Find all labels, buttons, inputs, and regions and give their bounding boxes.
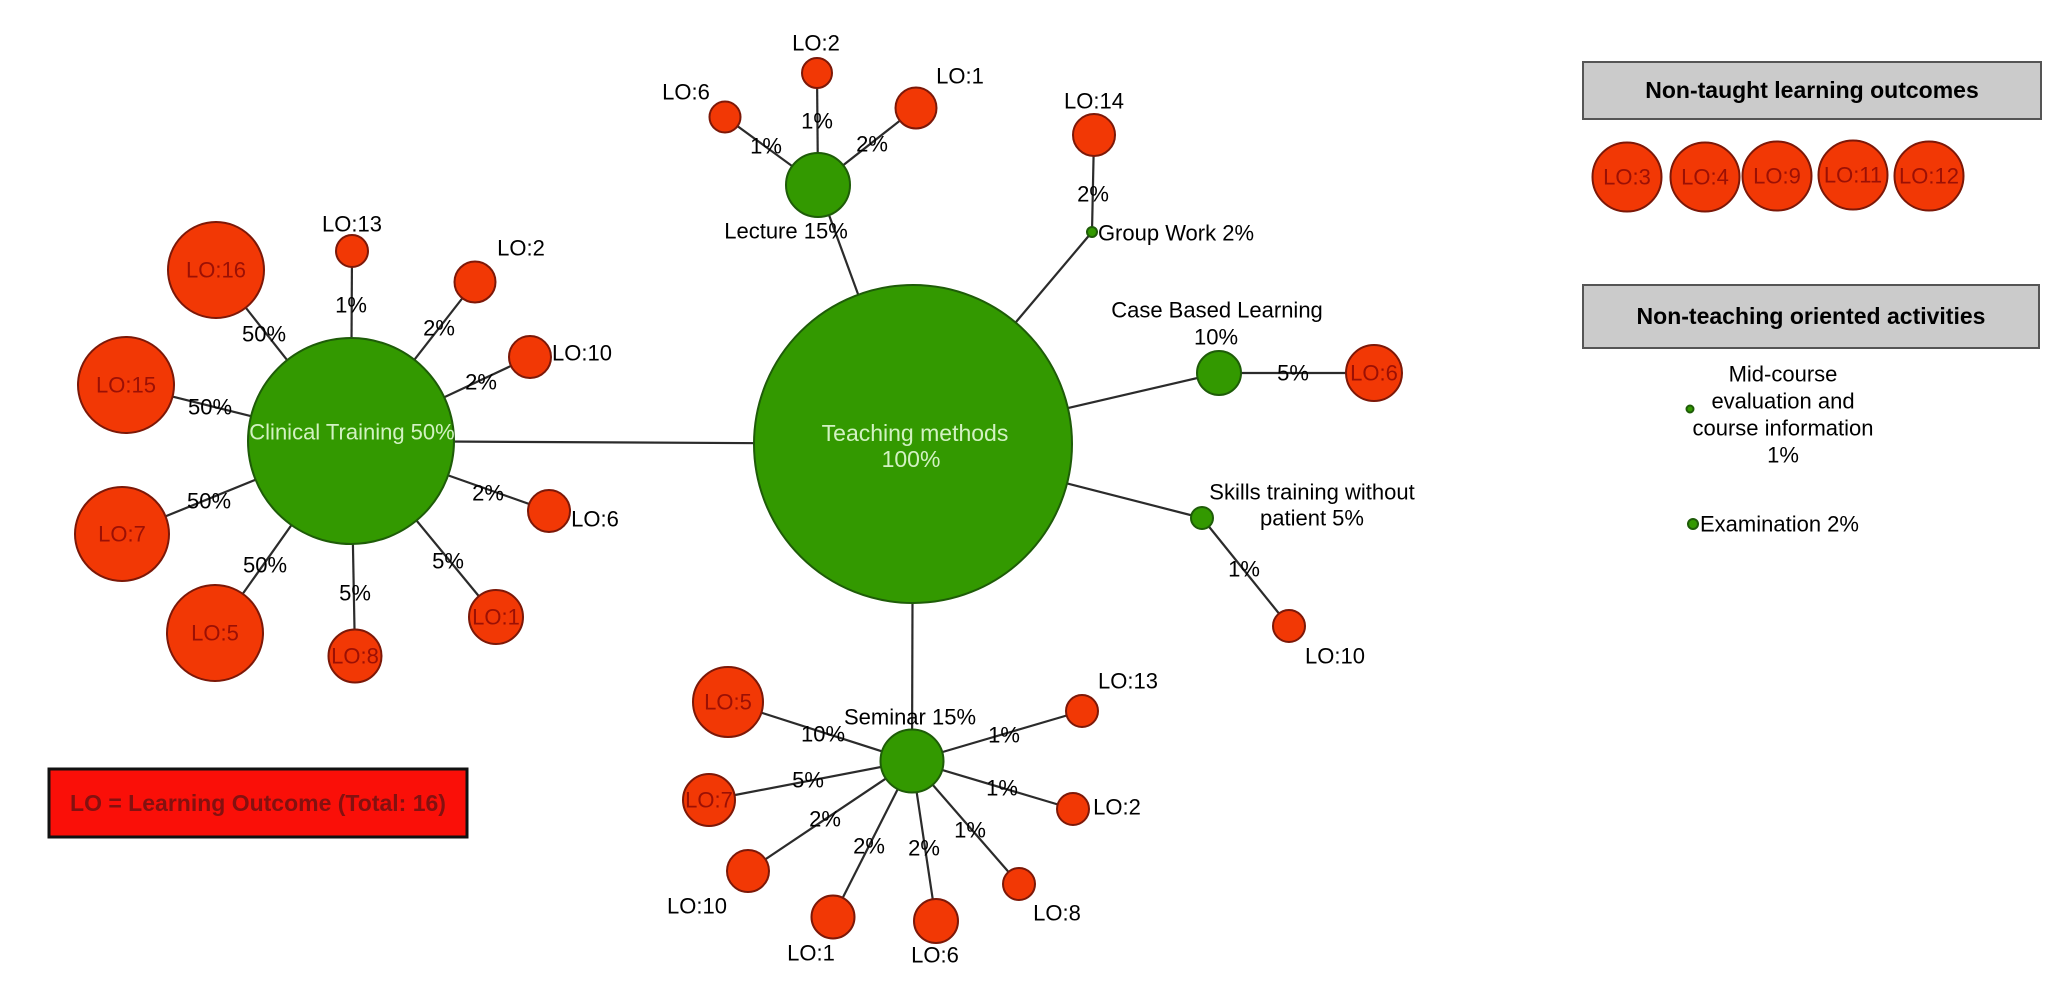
- svg-text:50%: 50%: [188, 395, 232, 420]
- svg-text:5%: 5%: [432, 549, 464, 574]
- svg-text:1%: 1%: [988, 723, 1020, 748]
- svg-text:LO:13: LO:13: [322, 212, 382, 237]
- svg-text:LO:10: LO:10: [667, 894, 727, 919]
- svg-text:Skills training without: Skills training without: [1209, 480, 1414, 505]
- svg-text:2%: 2%: [1077, 182, 1109, 207]
- svg-text:LO:6: LO:6: [571, 507, 619, 532]
- svg-text:LO:16: LO:16: [186, 258, 246, 283]
- svg-text:1%: 1%: [1228, 557, 1260, 582]
- svg-text:50%: 50%: [242, 322, 286, 347]
- svg-text:LO:8: LO:8: [331, 644, 379, 669]
- svg-text:LO:3: LO:3: [1603, 165, 1651, 190]
- svg-text:2%: 2%: [908, 836, 940, 861]
- svg-text:LO:10: LO:10: [1305, 644, 1365, 669]
- svg-text:1%: 1%: [986, 776, 1018, 801]
- svg-text:LO:8: LO:8: [1033, 901, 1081, 926]
- svg-text:Examination 2%: Examination 2%: [1700, 512, 1859, 537]
- svg-text:LO = Learning Outcome (Total:: LO = Learning Outcome (Total: 16): [70, 790, 446, 816]
- svg-text:LO:13: LO:13: [1098, 669, 1158, 694]
- svg-text:LO:12: LO:12: [1899, 164, 1959, 189]
- svg-text:2%: 2%: [472, 481, 504, 506]
- svg-text:100%: 100%: [882, 446, 941, 472]
- svg-text:LO:2: LO:2: [792, 31, 840, 56]
- svg-text:1%: 1%: [335, 293, 367, 318]
- svg-text:Clinical Training 50%: Clinical Training 50%: [249, 420, 454, 445]
- svg-text:Non-taught learning outcomes: Non-taught learning outcomes: [1645, 77, 1979, 103]
- svg-text:5%: 5%: [339, 581, 371, 606]
- svg-text:5%: 5%: [792, 768, 824, 793]
- svg-text:2%: 2%: [423, 316, 455, 341]
- svg-text:1%: 1%: [750, 134, 782, 159]
- svg-text:5%: 5%: [1277, 361, 1309, 386]
- svg-text:LO:9: LO:9: [1753, 164, 1801, 189]
- svg-text:50%: 50%: [187, 489, 231, 514]
- svg-text:LO:1: LO:1: [936, 64, 984, 89]
- svg-text:Case Based Learning: Case Based Learning: [1111, 298, 1323, 323]
- svg-text:LO:6: LO:6: [911, 943, 959, 968]
- svg-text:LO:4: LO:4: [1681, 165, 1729, 190]
- svg-text:Lecture 15%: Lecture 15%: [724, 219, 848, 244]
- svg-text:LO:7: LO:7: [98, 522, 146, 547]
- svg-text:LO:10: LO:10: [552, 341, 612, 366]
- svg-text:Seminar 15%: Seminar 15%: [844, 705, 976, 730]
- svg-text:2%: 2%: [853, 834, 885, 859]
- svg-text:10%: 10%: [801, 722, 845, 747]
- svg-text:LO:11: LO:11: [1824, 163, 1882, 188]
- svg-text:LO:14: LO:14: [1064, 89, 1124, 114]
- svg-text:evaluation and: evaluation and: [1711, 389, 1854, 414]
- svg-text:1%: 1%: [1767, 443, 1799, 468]
- svg-text:LO:1: LO:1: [787, 941, 835, 966]
- svg-text:2%: 2%: [856, 132, 888, 157]
- svg-text:Non-teaching oriented activiti: Non-teaching oriented activities: [1637, 303, 1986, 329]
- svg-text:LO:7: LO:7: [685, 788, 733, 813]
- svg-text:1%: 1%: [954, 818, 986, 843]
- svg-text:LO:1: LO:1: [472, 605, 520, 630]
- svg-text:50%: 50%: [243, 553, 287, 578]
- svg-text:Mid-course: Mid-course: [1729, 362, 1838, 387]
- svg-text:Group Work 2%: Group Work 2%: [1098, 221, 1254, 246]
- svg-text:1%: 1%: [801, 109, 833, 134]
- svg-text:course information: course information: [1693, 416, 1874, 441]
- svg-text:LO:6: LO:6: [662, 80, 710, 105]
- svg-text:2%: 2%: [809, 807, 841, 832]
- svg-text:LO:15: LO:15: [96, 373, 156, 398]
- svg-text:LO:2: LO:2: [1093, 795, 1141, 820]
- svg-text:10%: 10%: [1194, 325, 1238, 350]
- svg-text:LO:5: LO:5: [191, 621, 239, 646]
- svg-text:LO:6: LO:6: [1350, 361, 1398, 386]
- svg-text:LO:2: LO:2: [497, 236, 545, 261]
- svg-text:LO:5: LO:5: [704, 690, 752, 715]
- svg-text:patient 5%: patient 5%: [1260, 506, 1364, 531]
- svg-text:Teaching methods: Teaching methods: [822, 420, 1009, 446]
- svg-text:2%: 2%: [465, 370, 497, 395]
